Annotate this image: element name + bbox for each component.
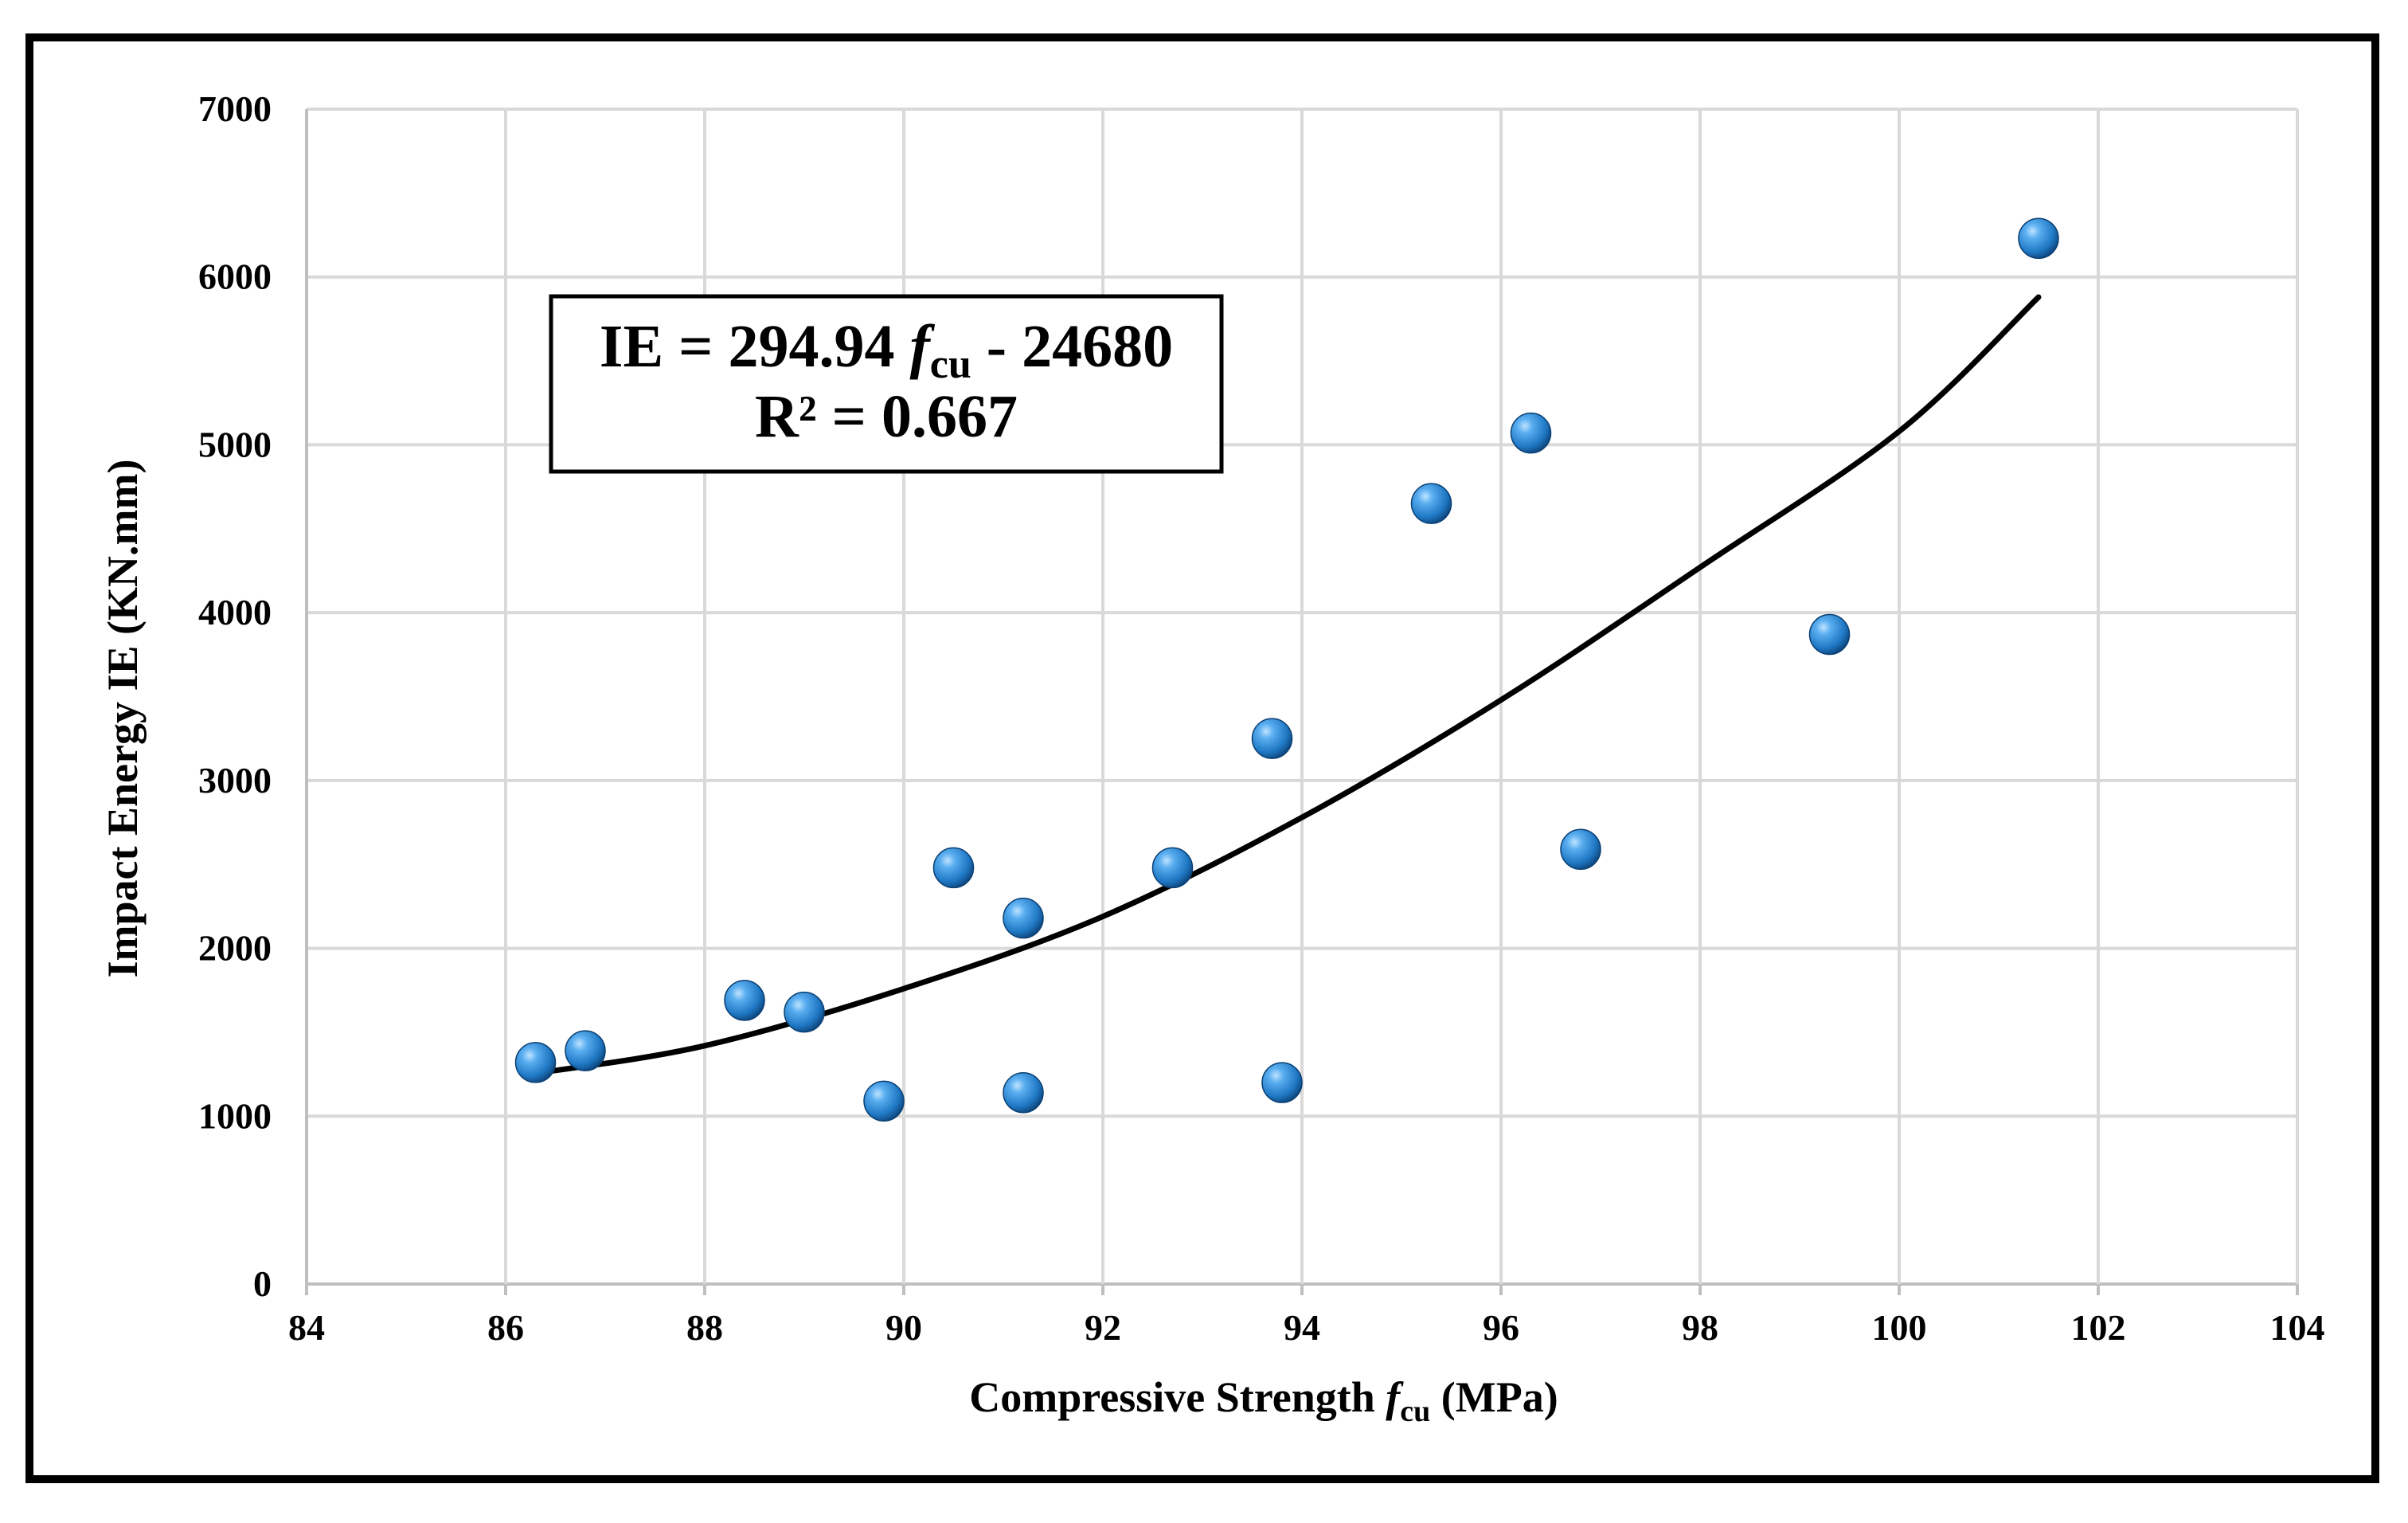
r-squared-line: R² = 0.667 <box>755 383 1018 450</box>
x-tick-label-104: 104 <box>2270 1307 2325 1348</box>
grid <box>305 108 2299 1295</box>
x-tick-label-90: 90 <box>885 1307 922 1348</box>
data-point-6 <box>932 847 975 889</box>
data-point-3 <box>724 980 765 1021</box>
data-point-2 <box>565 1030 606 1071</box>
y-axis-title: Impact Energy IE (KN.mm) <box>99 460 147 978</box>
data-point-16 <box>2018 217 2059 259</box>
x-tick-label-86: 86 <box>487 1307 524 1348</box>
x-tick-label-88: 88 <box>686 1307 723 1348</box>
equation-suffix: - 24680 <box>971 313 1173 380</box>
data-point-7 <box>1003 897 1044 939</box>
y-tick-label-7000: 7000 <box>198 88 272 129</box>
x-tick-label-84: 84 <box>288 1307 325 1348</box>
data-point-4 <box>784 991 825 1033</box>
x-tick-label-96: 96 <box>1483 1307 1519 1348</box>
x-axis-title-unit: (MPa) <box>1430 1373 1558 1421</box>
data-point-10 <box>1251 718 1293 759</box>
y-tick-labels: 0 1000 2000 3000 4000 5000 6000 7000 <box>198 88 272 1304</box>
data-point-14 <box>1560 828 1601 870</box>
y-tick-label-5000: 5000 <box>198 424 272 464</box>
data-point-5 <box>863 1080 905 1122</box>
x-tick-label-92: 92 <box>1085 1307 1121 1348</box>
x-axis-title: Compressive Strength fcu (MPa) <box>969 1373 1558 1428</box>
y-tick-label-2000: 2000 <box>198 928 272 969</box>
equation-sub: cu <box>930 342 971 387</box>
data-point-1 <box>514 1042 557 1083</box>
data-point-9 <box>1151 847 1194 889</box>
data-point-12 <box>1410 483 1452 524</box>
chart-frame: 0 1000 2000 3000 4000 5000 6000 7000 84 86 88 90 92… <box>25 33 2379 1483</box>
y-tick-label-4000: 4000 <box>198 592 272 632</box>
equation-prefix: IE = 294.94 <box>600 313 910 380</box>
y-tick-label-3000: 3000 <box>198 760 272 801</box>
x-axis-title-main: Compressive Strength <box>969 1373 1386 1421</box>
data-point-13 <box>1510 412 1552 454</box>
data-point-15 <box>1808 613 1851 656</box>
x-tick-label-94: 94 <box>1284 1307 1320 1348</box>
x-axis-title-var: f <box>1386 1373 1404 1421</box>
x-tick-label-102: 102 <box>2071 1307 2126 1348</box>
x-tick-label-100: 100 <box>1872 1307 1927 1348</box>
equation-line: IE = 294.94 fcu - 24680 <box>600 313 1173 387</box>
data-points <box>514 217 2059 1122</box>
y-tick-label-1000: 1000 <box>198 1095 272 1136</box>
y-tick-label-6000: 6000 <box>198 256 272 297</box>
equation-box-border <box>549 294 1224 474</box>
x-axis-title-sub: cu <box>1400 1395 1430 1428</box>
data-point-11 <box>1261 1062 1303 1103</box>
scatter-chart: 0 1000 2000 3000 4000 5000 6000 7000 84 86 88 90 92… <box>99 88 2325 1428</box>
equation-box: IE = 294.94 fcu - 24680 R² = 0.667 <box>549 294 1224 474</box>
y-tick-label-0: 0 <box>253 1263 272 1304</box>
data-point-8 <box>1003 1072 1044 1114</box>
x-tick-label-98: 98 <box>1682 1307 1718 1348</box>
x-tick-labels: 84 86 88 90 92 94 96 98 100 102 104 <box>288 1307 2325 1348</box>
